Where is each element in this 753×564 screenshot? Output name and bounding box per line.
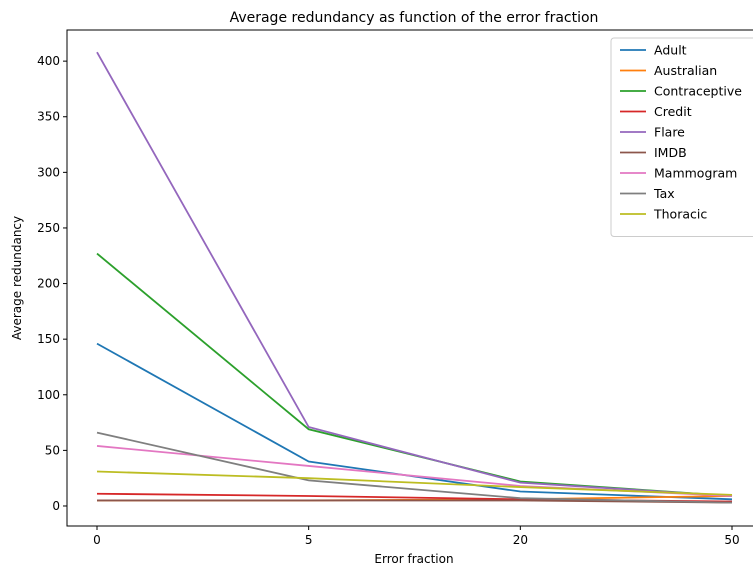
y-tick-label: 0 <box>52 499 60 513</box>
legend-label: Adult <box>654 43 687 58</box>
x-tick-label: 5 <box>305 533 313 547</box>
legend-label: IMDB <box>654 145 687 160</box>
legend-label: Credit <box>654 104 692 119</box>
y-tick-label: 250 <box>37 221 60 235</box>
legend-label: Mammogram <box>654 166 737 181</box>
series-line-imdb <box>97 499 733 504</box>
series-layer <box>96 51 733 504</box>
chart-title: Average redundancy as function of the er… <box>230 10 599 26</box>
y-tick-label: 200 <box>37 277 60 291</box>
legend-label: Thoracic <box>653 207 707 222</box>
legend: Adult Australian Contraceptive Credit Flare I… <box>610 37 753 237</box>
x-tick-label: 20 <box>513 533 528 547</box>
legend-label: Australian <box>654 63 717 78</box>
x-axis-label: Error fraction <box>374 552 453 564</box>
y-tick-label: 150 <box>37 332 60 346</box>
x-tick-label: 50 <box>724 533 739 547</box>
series-line-flare <box>96 51 733 497</box>
plot-frame <box>66 29 753 527</box>
y-tick-label: 300 <box>37 165 60 179</box>
series-line-contraceptive <box>96 252 733 497</box>
y-axis-label: Average redundancy <box>10 216 24 340</box>
legend-label: Tax <box>653 186 675 201</box>
y-tick-label: 100 <box>37 388 60 402</box>
legend-label: Contraceptive <box>654 84 742 99</box>
y-tick-label: 400 <box>37 54 60 68</box>
plot-area: 0 50 100 150 200 250 300 350 400 0 5 20 50 <box>37 29 753 547</box>
x-tick-label: 0 <box>93 533 101 547</box>
series-line-thoracic <box>96 470 733 496</box>
legend-box <box>610 37 753 237</box>
legend-label: Flare <box>654 125 685 140</box>
series-line-tax <box>96 431 733 504</box>
y-tick-label: 50 <box>45 443 60 457</box>
y-tick-label: 350 <box>37 110 60 124</box>
